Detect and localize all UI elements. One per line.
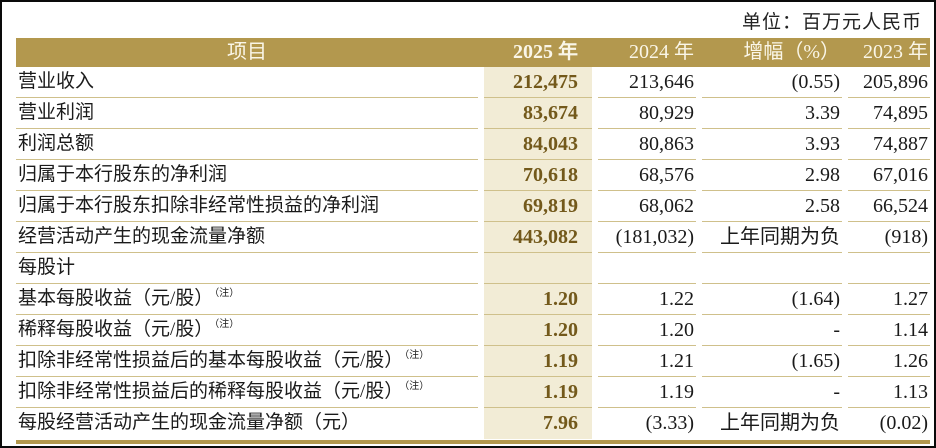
table-header-row: 项目 2025 年 2024 年 增幅（%） 2023 年 xyxy=(16,38,930,67)
note-superscript: （注） xyxy=(214,318,240,330)
financial-summary-table: 项目 2025 年 2024 年 增幅（%） 2023 年 营业收入 212,4… xyxy=(16,38,930,444)
header-2025: 2025 年 xyxy=(513,41,578,63)
table-row: 每股计 xyxy=(16,253,930,284)
cell-2025: 84,043 xyxy=(484,129,592,160)
cell-2023: 1.26 xyxy=(848,346,930,377)
cell-2025: 443,082 xyxy=(484,222,592,253)
cell-growth: 上年同期为负 xyxy=(702,222,842,253)
table-row: 每股经营活动产生的现金流量净额（元） 7.96 (3.33) 上年同期为负 (0… xyxy=(16,408,930,439)
cell-2025: 70,618 xyxy=(484,160,592,191)
row-label: 基本每股收益（元/股）（注） xyxy=(16,284,478,315)
cell-2024: 1.20 xyxy=(598,315,696,346)
table-row: 经营活动产生的现金流量净额 443,082 (181,032) 上年同期为负 (… xyxy=(16,222,930,253)
table-row: 基本每股收益（元/股）（注） 1.20 1.22 (1.64) 1.27 xyxy=(16,284,930,315)
row-label: 扣除非经常性损益后的基本每股收益（元/股）（注） xyxy=(16,346,478,377)
cell-growth: (0.55) xyxy=(702,67,842,98)
table-body: 营业收入 212,475 213,646 (0.55) 205,896 营业利润… xyxy=(16,67,930,439)
table-row: 营业利润 83,674 80,929 3.39 74,895 xyxy=(16,98,930,129)
table-row: 扣除非经常性损益后的稀释每股收益（元/股）（注） 1.19 1.19 - 1.1… xyxy=(16,377,930,408)
cell-2025 xyxy=(484,253,592,284)
header-item: 项目 xyxy=(227,41,267,63)
table-row: 扣除非经常性损益后的基本每股收益（元/股）（注） 1.19 1.21 (1.65… xyxy=(16,346,930,377)
cell-2024: 1.22 xyxy=(598,284,696,315)
cell-2023: 1.27 xyxy=(848,284,930,315)
cell-2025: 1.19 xyxy=(484,377,592,408)
row-label: 归属于本行股东扣除非经常性损益的净利润 xyxy=(16,191,478,222)
header-2024: 2024 年 xyxy=(629,41,694,63)
row-label: 扣除非经常性损益后的稀释每股收益（元/股）（注） xyxy=(16,377,478,408)
cell-2023: 67,016 xyxy=(848,160,930,191)
row-label: 每股计 xyxy=(16,253,478,284)
cell-2024: 1.19 xyxy=(598,377,696,408)
row-label: 稀释每股收益（元/股）（注） xyxy=(16,315,478,346)
cell-2024: 1.21 xyxy=(598,346,696,377)
header-2023: 2023 年 xyxy=(863,41,928,63)
cell-growth: 上年同期为负 xyxy=(720,412,840,434)
row-label: 归属于本行股东的净利润 xyxy=(16,160,478,191)
note-superscript: （注） xyxy=(404,349,430,361)
header-growth: 增幅（%） xyxy=(743,41,840,63)
cell-2024: 80,863 xyxy=(598,129,696,160)
cell-2024: 68,062 xyxy=(598,191,696,222)
cell-2024: (3.33) xyxy=(645,412,694,434)
cell-2024: 80,929 xyxy=(598,98,696,129)
cell-2025: 1.20 xyxy=(484,315,592,346)
cell-2024: 213,646 xyxy=(598,67,696,98)
cell-growth: 2.98 xyxy=(702,160,842,191)
cell-2025: 7.96 xyxy=(484,408,592,439)
cell-growth: (1.64) xyxy=(702,284,842,315)
note-superscript: （注） xyxy=(214,287,240,299)
table-bottom-bar xyxy=(16,440,930,444)
cell-growth: (1.65) xyxy=(702,346,842,377)
cell-2025: 212,475 xyxy=(484,67,592,98)
cell-2023: 74,887 xyxy=(848,129,930,160)
cell-2023: 205,896 xyxy=(848,67,930,98)
cell-2024: 68,576 xyxy=(598,160,696,191)
cell-2024 xyxy=(598,253,696,284)
cell-growth xyxy=(702,253,842,284)
cell-2023: 1.13 xyxy=(848,377,930,408)
cell-2023: 74,895 xyxy=(848,98,930,129)
row-label: 经营活动产生的现金流量净额 xyxy=(16,222,478,253)
row-label: 营业利润 xyxy=(16,98,478,129)
cell-2023 xyxy=(848,253,930,284)
table-row: 归属于本行股东的净利润 70,618 68,576 2.98 67,016 xyxy=(16,160,930,191)
row-label: 每股经营活动产生的现金流量净额（元） xyxy=(18,412,361,433)
cell-growth: 3.39 xyxy=(702,98,842,129)
cell-2024: (181,032) xyxy=(598,222,696,253)
table-row: 营业收入 212,475 213,646 (0.55) 205,896 xyxy=(16,67,930,98)
cell-growth: 2.58 xyxy=(702,191,842,222)
cell-2023: (0.02) xyxy=(879,412,928,434)
table-row: 稀释每股收益（元/股）（注） 1.20 1.20 - 1.14 xyxy=(16,315,930,346)
note-superscript: （注） xyxy=(404,380,430,392)
cell-growth: - xyxy=(702,377,842,408)
table-row: 利润总额 84,043 80,863 3.93 74,887 xyxy=(16,129,930,160)
cell-2023: 1.14 xyxy=(848,315,930,346)
row-label: 利润总额 xyxy=(16,129,478,160)
cell-2023: 66,524 xyxy=(848,191,930,222)
cell-2025: 83,674 xyxy=(484,98,592,129)
cell-2025: 1.19 xyxy=(484,346,592,377)
cell-growth: - xyxy=(702,315,842,346)
cell-growth: 3.93 xyxy=(702,129,842,160)
cell-2023: (918) xyxy=(848,222,930,253)
row-label: 营业收入 xyxy=(16,67,478,98)
cell-2025: 1.20 xyxy=(484,284,592,315)
table-row: 归属于本行股东扣除非经常性损益的净利润 69,819 68,062 2.58 6… xyxy=(16,191,930,222)
cell-2025: 69,819 xyxy=(484,191,592,222)
unit-label: 单位：百万元人民币 xyxy=(741,12,922,33)
